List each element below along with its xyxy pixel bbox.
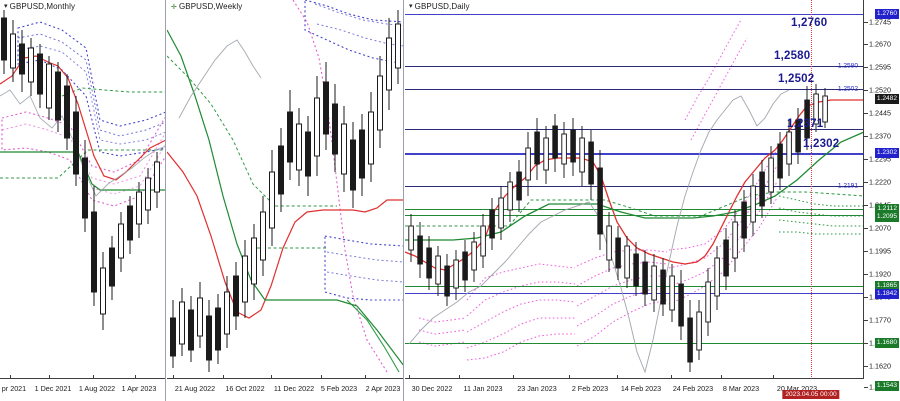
mini-label-12191: 1.2191: [837, 182, 858, 190]
mini-label-12502: 1.2502: [837, 85, 858, 93]
y-tick: 1.2745: [869, 17, 891, 27]
price-chip-11842[interactable]: 1.1842: [874, 289, 899, 299]
collapse-caret-icon[interactable]: ▾: [409, 3, 413, 10]
level-line-12502: [405, 89, 864, 90]
panel-monthly-title: ▾ GBPUSD,Monthly: [4, 2, 76, 11]
x-tick: 8 Mar 2023: [722, 384, 760, 393]
y-tick: 1.2370: [869, 131, 891, 141]
price-chip-12112[interactable]: 1.2112: [875, 204, 899, 214]
level-line-12302: [405, 153, 864, 157]
x-tick: 11 Dec 2022: [273, 384, 315, 393]
y-tick: 1.2595: [869, 62, 891, 72]
price-chip-12302[interactable]: 1.2302: [874, 148, 899, 158]
daily-candles: [405, 0, 900, 401]
x-tick: 20 Mar 2023: [776, 384, 818, 393]
x-tick: 2 Apr 2023: [365, 384, 401, 393]
x-tick: 21 Aug 2022: [174, 384, 216, 393]
x-tick: 16 Oct 2022: [225, 384, 265, 393]
y-tick: 1.2445: [869, 108, 891, 118]
y-tick: 1.1995: [869, 246, 891, 256]
panel-daily[interactable]: ▾ GBPUSD,Daily: [405, 0, 900, 401]
price-chip-11865[interactable]: 1.1865: [874, 281, 899, 291]
annotation-12502: 1,2502: [778, 73, 815, 85]
y-tick: 1.1920: [869, 269, 891, 279]
weekly-candles: [167, 0, 403, 401]
y-tick: 1.1770: [869, 315, 891, 325]
panel-weekly-title: ✛ GBPUSD,Weekly: [171, 2, 243, 11]
cursor-time-label: 2023.04.05 00:00: [782, 390, 840, 399]
level-line-12580: [405, 66, 864, 67]
x-tick: 1 Apr 2023: [121, 384, 157, 393]
mini-label-12580: 1.2580: [837, 62, 858, 70]
y-tick: 1.2670: [869, 39, 891, 49]
price-chip-12095[interactable]: 1.2095: [874, 212, 899, 222]
level-line-12760: [405, 14, 864, 15]
level-line-12112: [405, 209, 864, 210]
x-tick: 14 Feb 2023: [620, 384, 662, 393]
indicator-star-icon[interactable]: ✛: [171, 4, 177, 11]
y-tick: 1.2520: [869, 85, 891, 95]
weekly-x-axis: 21 Aug 2022 16 Oct 2022 11 Dec 2022 5 Fe…: [167, 375, 403, 401]
level-line-11865: [405, 286, 864, 287]
x-tick: 2 Feb 2023: [571, 384, 609, 393]
x-tick: 5 Feb 2023: [320, 384, 358, 393]
monthly-x-axis: pr 2021 1 Dec 2021 1 Aug 2022 1 Apr 2023: [0, 375, 165, 401]
panel-weekly[interactable]: ✛ GBPUSD,Weekly: [167, 0, 404, 401]
price-chip-11680[interactable]: 1.1680: [874, 338, 899, 348]
y-tick: 1.2295: [869, 154, 891, 164]
price-chip-current[interactable]: 1.2482: [874, 94, 899, 104]
weekly-indicator-lines: [167, 0, 403, 401]
annotation-12371: 1,2371: [787, 118, 824, 130]
price-chip-11543[interactable]: 1.1543: [874, 381, 899, 391]
x-tick: 23 Jan 2023: [517, 384, 557, 393]
time-cursor-line: [811, 0, 812, 379]
level-line-11842: [405, 293, 864, 294]
monthly-candles: [0, 0, 165, 401]
panel-daily-title: ▾ GBPUSD,Daily: [409, 2, 470, 11]
level-line-12371: [405, 129, 864, 130]
y-tick: 1.2220: [869, 177, 891, 187]
collapse-caret-icon[interactable]: ▾: [4, 3, 8, 10]
panel-monthly[interactable]: ▾ GBPUSD,Monthly: [0, 0, 166, 401]
price-chip-12760[interactable]: 1.2760: [874, 9, 899, 19]
y-tick: 1.1620: [869, 361, 891, 371]
annotation-12302: 1,2302: [803, 138, 840, 150]
level-line-11680: [405, 343, 864, 344]
x-tick: 24 Feb 2023: [672, 384, 714, 393]
annotation-12580: 1,2580: [774, 50, 811, 62]
level-line-12191: [405, 186, 864, 187]
y-tick: 1.2070: [869, 223, 891, 233]
x-tick: 1 Aug 2022: [78, 384, 116, 393]
daily-x-axis: 30 Dec 2022 11 Jan 2023 23 Jan 2023 2 Fe…: [405, 375, 864, 401]
x-tick: 1 Dec 2021: [34, 384, 72, 393]
x-tick: 30 Dec 2022: [411, 384, 453, 393]
annotation-12760: 1,2760: [791, 17, 828, 29]
weekly-kumo: [167, 0, 403, 401]
x-tick: pr 2021: [1, 384, 27, 393]
x-tick: 11 Jan 2023: [463, 384, 503, 393]
